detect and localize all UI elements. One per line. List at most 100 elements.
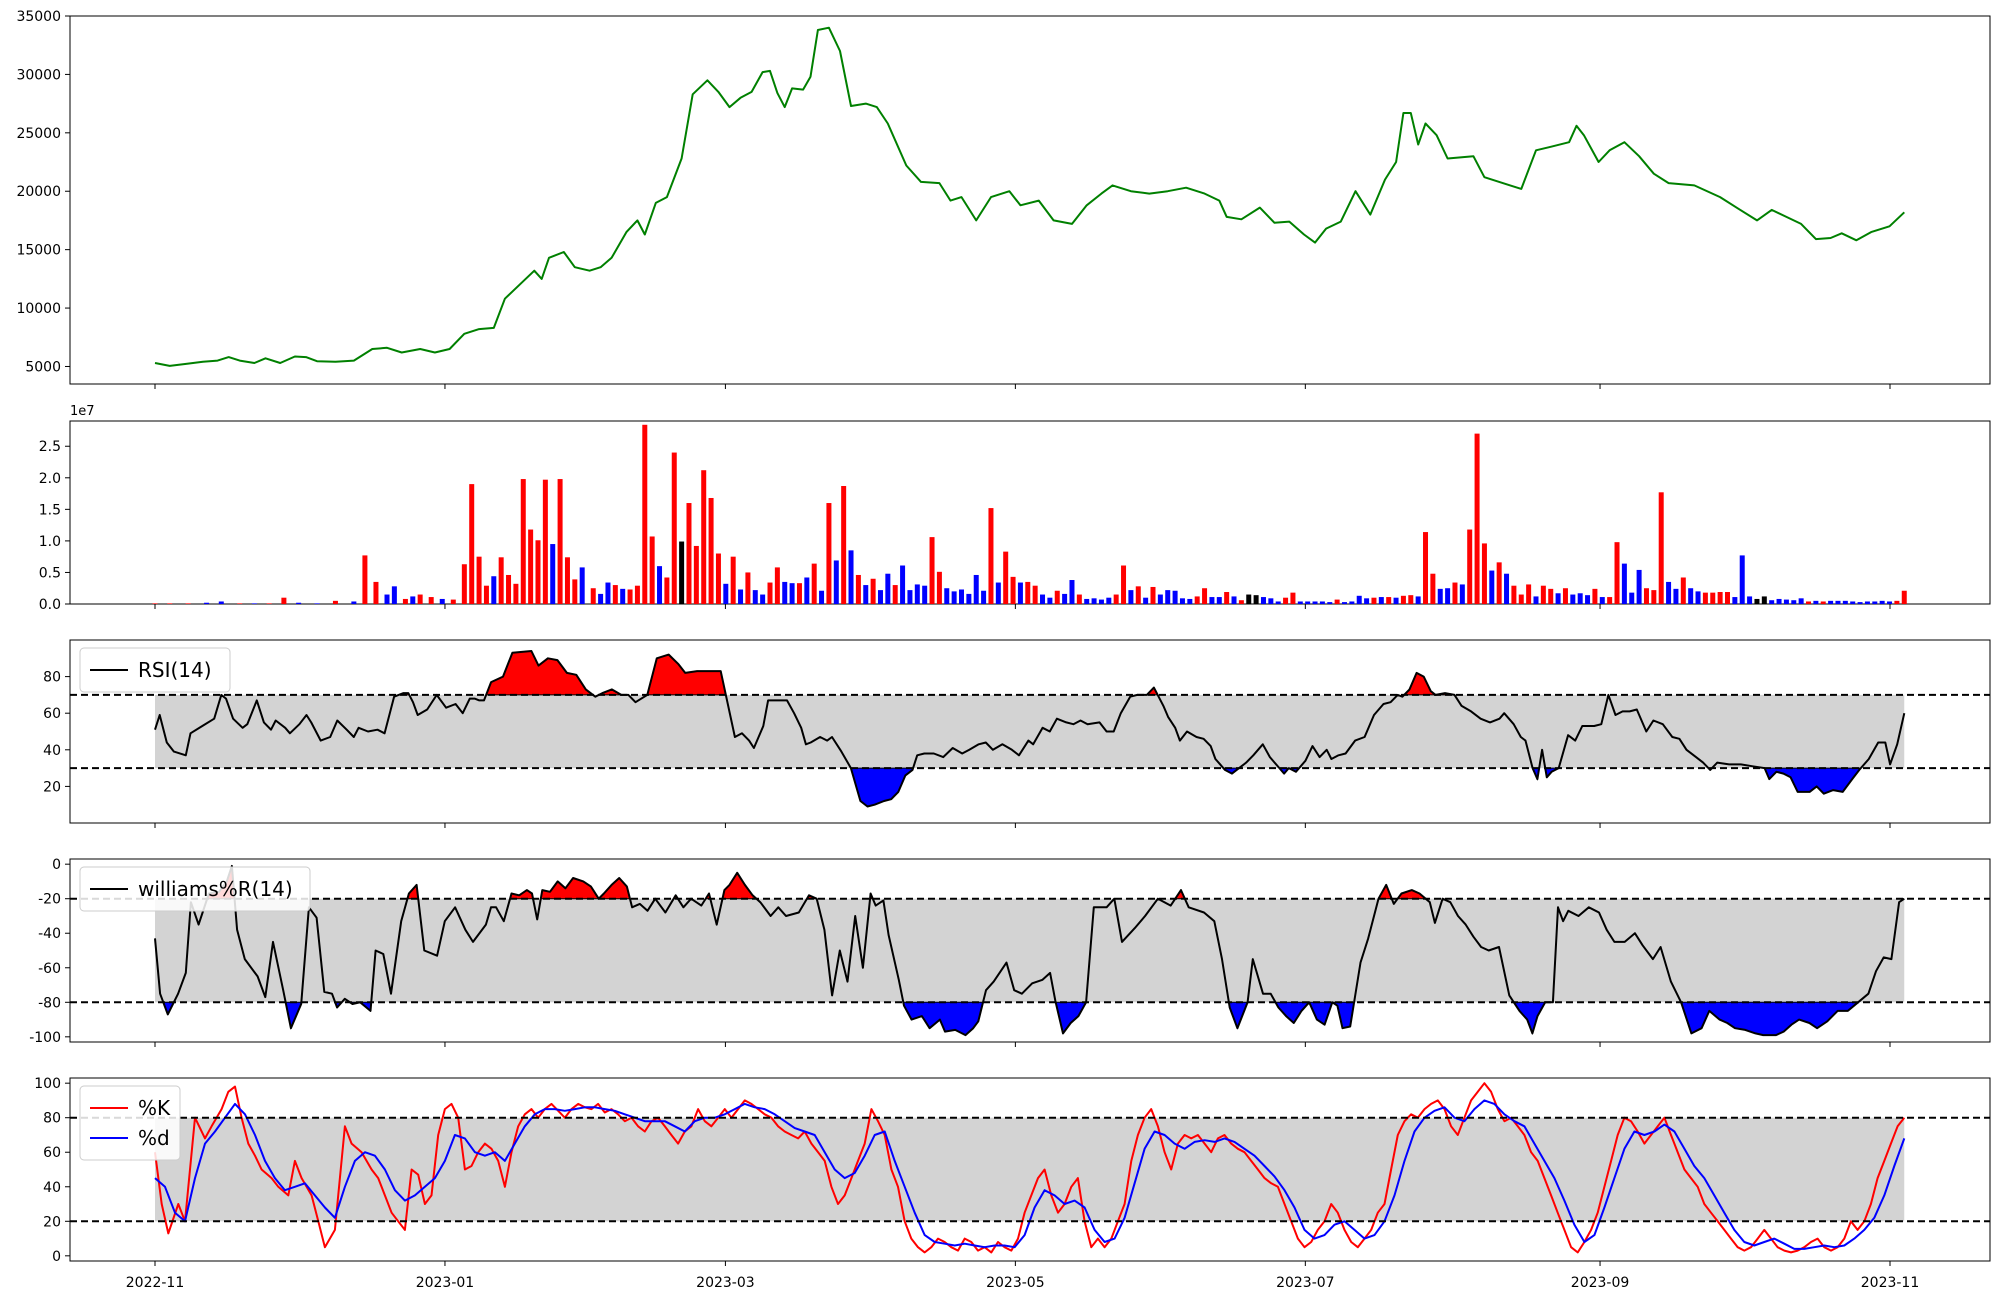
volume-bar [679, 541, 685, 604]
y-tick-label: -60 [38, 961, 61, 977]
volume-bar [1548, 588, 1554, 604]
volume-bar [1732, 597, 1738, 604]
y-tick-label: 15000 [16, 243, 61, 259]
volume-bar [266, 603, 272, 604]
volume-bar [1084, 598, 1090, 604]
volume-bar [914, 584, 920, 604]
volume-bar [1496, 562, 1502, 604]
volume-bar [1474, 433, 1480, 604]
y-tick-label: 1.0 [39, 534, 61, 550]
volume-bar [1850, 601, 1856, 604]
volume-bar [1636, 569, 1642, 604]
volume-bar [1246, 594, 1252, 604]
volume-bar [804, 577, 810, 604]
volume-bar [1378, 597, 1384, 604]
y-tick-label: 35000 [16, 9, 61, 25]
volume-bar [218, 601, 224, 604]
volume-bar [1459, 584, 1465, 604]
x-tick-label: 2022-11 [126, 1275, 185, 1291]
legend-box [79, 647, 231, 693]
volume-bar [870, 578, 876, 604]
volume-bar [281, 597, 287, 604]
volume-bar [1371, 597, 1377, 604]
volume-bar [907, 590, 913, 604]
volume-bar [1143, 597, 1149, 604]
volume-bar [1481, 543, 1487, 604]
volume-offset-label: 1e7 [70, 404, 95, 419]
volume-bar [373, 581, 379, 604]
volume-bar [1688, 588, 1694, 604]
volume-bar [612, 585, 618, 604]
volume-bar [789, 583, 795, 604]
volume-bar [1135, 586, 1141, 604]
volume-bar [1673, 588, 1679, 604]
volume-bar [1165, 590, 1171, 604]
volume-bar [782, 581, 788, 604]
volume-bar [1680, 577, 1686, 604]
volume-bar [1312, 601, 1318, 604]
volume-bar [1607, 597, 1613, 604]
volume-bar [469, 484, 475, 604]
volume-bar [204, 602, 210, 604]
y-tick-label: -80 [38, 995, 61, 1011]
volume-bar [767, 582, 773, 604]
volume-bar [1408, 595, 1414, 604]
volume-bar [564, 557, 570, 604]
volume-bar [1629, 592, 1635, 604]
volume-bar [1393, 597, 1399, 604]
y-tick-label: 60 [43, 1145, 61, 1161]
volume-bar [693, 545, 699, 604]
volume-bar [1894, 600, 1900, 604]
x-tick-label: 2023-07 [1276, 1275, 1335, 1291]
volume-bar [1260, 597, 1266, 604]
volume-bar [1702, 592, 1708, 604]
volume-bar [1585, 595, 1591, 604]
y-tick-label: 40 [43, 743, 61, 759]
volume-panel: 1e7 0.0 0.5 1.0 1.5 2.0 2.5 [39, 404, 1991, 613]
volume-bar [1349, 601, 1355, 604]
volume-bar [1555, 593, 1561, 604]
volume-bar [1040, 594, 1046, 604]
stoch-k-line [154, 1082, 1906, 1254]
y-tick-label: 0 [52, 857, 61, 873]
y-tick-label: 1.5 [39, 502, 61, 518]
volume-bar [1828, 600, 1834, 604]
volume-bar [362, 555, 368, 604]
volume-bar [811, 563, 817, 604]
volume-bar [1658, 492, 1664, 604]
y-tick-label: 60 [43, 706, 61, 722]
volume-bar [1651, 590, 1657, 604]
volume-bar [1761, 596, 1767, 604]
volume-bar [1791, 600, 1797, 604]
volume-bar [1724, 592, 1730, 604]
y-tick-label: 0.5 [39, 565, 61, 581]
volume-bar [1400, 595, 1406, 604]
volume-bar [1504, 573, 1510, 604]
volume-bar [1172, 590, 1178, 604]
volume-bar [671, 452, 677, 604]
volume-bar [1275, 601, 1281, 604]
y-tick-label: 80 [43, 670, 61, 686]
volume-bar [605, 582, 611, 604]
volume-bar [1209, 597, 1215, 604]
volume-bar [1187, 598, 1193, 604]
volume-bar [314, 603, 320, 604]
volume-bar [959, 589, 965, 604]
y-tick-label: 2.5 [39, 439, 61, 455]
volume-bar [296, 602, 302, 604]
volume-bar [634, 585, 640, 604]
volume-bar [491, 576, 497, 604]
volume-bar [1806, 601, 1812, 604]
volume-bar [664, 577, 670, 604]
volume-bar [745, 572, 751, 604]
volume-bar [1054, 590, 1060, 604]
price-panel: 5000 10000 15000 20000 25000 30000 35000 [16, 9, 1991, 389]
volume-bar [1445, 588, 1451, 604]
y-tick-label: 0 [52, 1249, 61, 1265]
volume-bar [981, 590, 987, 604]
neutral-band [155, 694, 1905, 769]
volume-bar [1069, 580, 1075, 604]
volume-bar [1194, 596, 1200, 604]
volume-bar [1106, 597, 1112, 604]
